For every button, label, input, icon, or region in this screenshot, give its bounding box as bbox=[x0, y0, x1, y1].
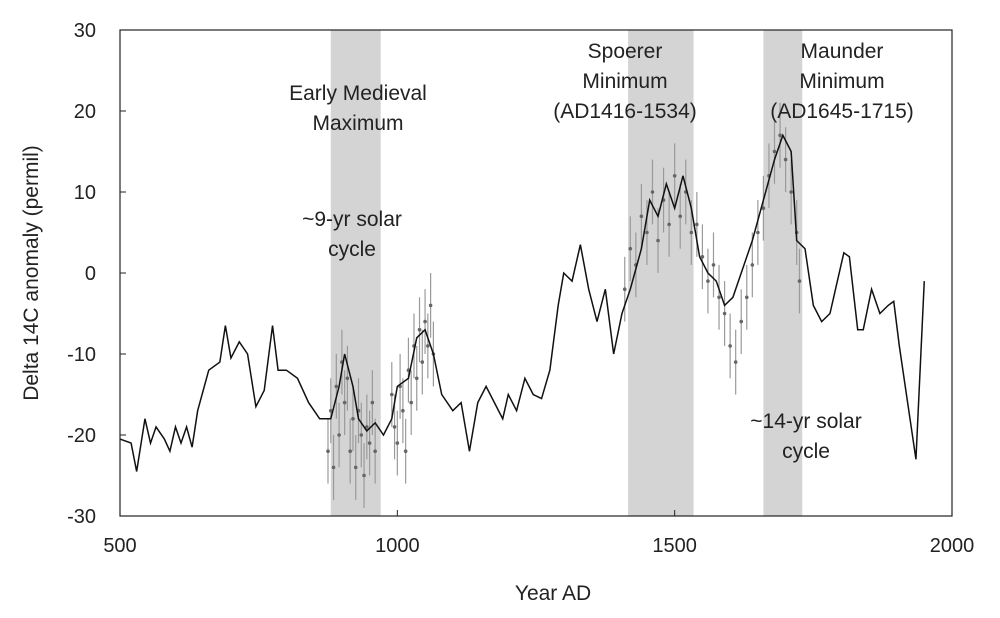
annotation: ~9-yr solar bbox=[302, 208, 402, 231]
y-tick-label: 10 bbox=[74, 182, 96, 204]
x-tick-label: 2000 bbox=[930, 535, 975, 557]
data-point bbox=[772, 149, 777, 154]
data-point bbox=[367, 441, 372, 445]
data-point bbox=[667, 222, 671, 227]
data-point bbox=[756, 230, 760, 235]
data-point bbox=[345, 376, 350, 381]
plot-frame bbox=[119, 29, 953, 517]
data-point bbox=[722, 311, 727, 316]
data-point bbox=[334, 384, 339, 389]
data-point bbox=[728, 344, 732, 348]
data-point bbox=[331, 465, 336, 470]
data-point bbox=[373, 449, 377, 454]
annotation: cycle bbox=[782, 440, 830, 463]
data-point bbox=[328, 408, 333, 413]
data-point bbox=[395, 441, 400, 445]
data-point bbox=[370, 400, 375, 405]
x-tick-label: 1000 bbox=[375, 535, 420, 557]
data-point bbox=[744, 295, 749, 300]
data-point bbox=[700, 254, 705, 259]
data-line bbox=[119, 133, 926, 472]
data-point bbox=[672, 174, 677, 178]
data-point bbox=[426, 344, 430, 348]
annotation: Early Medieval bbox=[289, 82, 427, 105]
data-point bbox=[695, 222, 699, 227]
data-point bbox=[783, 157, 788, 162]
y-tick-label: -20 bbox=[67, 425, 96, 447]
y-tick-label: 30 bbox=[74, 20, 96, 42]
data-point bbox=[711, 263, 716, 267]
annotation: Maximum bbox=[312, 112, 403, 135]
annotation: (AD1416-1534) bbox=[553, 100, 697, 123]
data-point bbox=[645, 230, 649, 235]
data-point bbox=[401, 408, 405, 413]
data-point bbox=[733, 360, 738, 364]
shaded-range bbox=[763, 30, 803, 516]
data-point bbox=[750, 263, 755, 267]
data-point bbox=[622, 287, 627, 292]
data-point bbox=[706, 279, 710, 283]
data-point bbox=[409, 400, 414, 405]
data-point bbox=[348, 449, 352, 454]
y-tick-label: -30 bbox=[67, 506, 96, 528]
data-point bbox=[351, 417, 355, 421]
annotation: Maunder bbox=[801, 40, 884, 63]
data-point bbox=[797, 279, 802, 283]
data-point bbox=[362, 473, 366, 478]
data-point bbox=[423, 319, 427, 324]
data-point bbox=[789, 190, 793, 194]
data-point bbox=[689, 230, 694, 235]
annotation: Minimum bbox=[582, 70, 667, 93]
data-point bbox=[359, 433, 364, 437]
annotation: Minimum bbox=[799, 70, 884, 93]
annotation: Spoerer bbox=[588, 40, 663, 63]
x-tick-label: 500 bbox=[103, 535, 136, 557]
data-point bbox=[628, 246, 633, 251]
x-tick-label: 1500 bbox=[652, 535, 697, 557]
data-point bbox=[761, 206, 766, 210]
annotation: (AD1645-1715) bbox=[770, 100, 914, 123]
annotation: cycle bbox=[328, 238, 376, 261]
data-point bbox=[428, 303, 433, 308]
data-point bbox=[656, 238, 660, 243]
data-point bbox=[342, 400, 347, 405]
data-point bbox=[678, 214, 683, 219]
data-point bbox=[389, 392, 394, 397]
y-tick-label: 0 bbox=[85, 263, 96, 285]
data-point bbox=[392, 425, 397, 429]
data-point bbox=[403, 449, 408, 454]
data-point bbox=[639, 214, 644, 219]
data-point bbox=[420, 360, 425, 364]
data-point bbox=[650, 190, 655, 194]
y-tick-label: -10 bbox=[67, 344, 96, 366]
x-axis-label: Year AD bbox=[515, 582, 591, 605]
data-point bbox=[778, 133, 782, 138]
data-point bbox=[414, 376, 419, 381]
y-axis-label: Delta 14C anomaly (permil) bbox=[20, 145, 43, 401]
shaded-range bbox=[628, 30, 694, 516]
annotation: ~14-yr solar bbox=[750, 410, 861, 433]
y-tick-label: 20 bbox=[74, 101, 96, 123]
data-point bbox=[326, 449, 330, 454]
data-point bbox=[353, 465, 358, 470]
data-point bbox=[717, 295, 721, 300]
data-point bbox=[739, 319, 744, 324]
data-point bbox=[365, 425, 369, 429]
data-point bbox=[417, 327, 422, 332]
data-point bbox=[337, 433, 341, 437]
